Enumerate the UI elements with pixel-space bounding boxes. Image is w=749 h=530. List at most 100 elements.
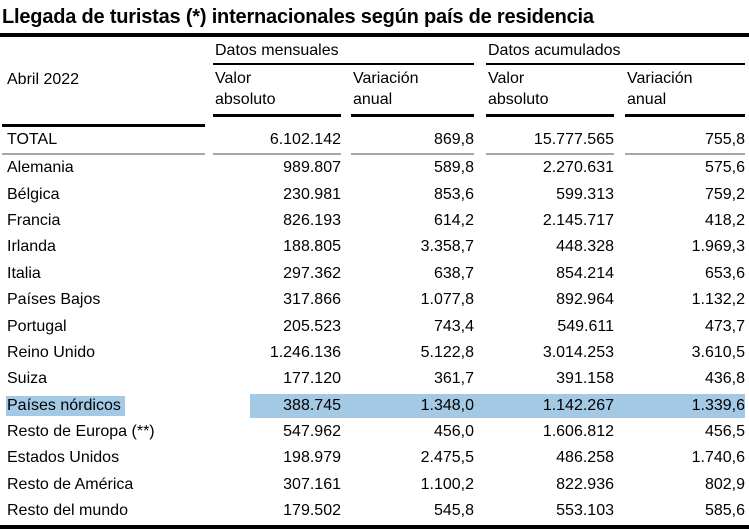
column-header-line: Variación: [627, 70, 693, 87]
table-row: Reino Unido 1.246.136 5.122,8 3.014.253 3.61…: [0, 340, 749, 366]
table-row-total: TOTAL 6.102.142 869,8 15.777.565 755,8: [0, 127, 749, 155]
row-label: Países nórdicos: [2, 393, 205, 419]
monthly-annual-variation: 614,2: [433, 211, 474, 229]
monthly-absolute-value: 6.102.142: [213, 127, 341, 155]
monthly-absolute-value: 307.161: [283, 475, 341, 493]
row-label: Resto de América: [7, 475, 134, 493]
accumulated-absolute-value: 2.270.631: [542, 159, 614, 177]
accumulated-annual-variation: 3.610,5: [691, 343, 745, 361]
monthly-annual-variation: 2.475,5: [420, 449, 474, 467]
column-header-monthly-absolute: Valor absoluto: [213, 65, 341, 117]
row-label: Portugal: [7, 317, 67, 335]
column-header-line: anual: [353, 91, 393, 108]
table-row: Resto del mundo 179.502 545,8 553.103 585,6: [0, 498, 749, 524]
period-label: Abril 2022: [2, 65, 205, 127]
column-header-line: Valor: [488, 70, 525, 87]
monthly-annual-variation: 1.077,8: [420, 291, 474, 309]
monthly-absolute-value: 1.246.136: [269, 343, 341, 361]
table-row: Irlanda 188.805 3.358,7 448.328 1.969,3: [0, 234, 749, 260]
table-row: Resto de Europa (**) 547.962 456,0 1.606.81…: [0, 419, 749, 445]
row-label: Irlanda: [7, 238, 56, 256]
column-header-accumulated-variation: Variación anual: [625, 65, 745, 117]
monthly-absolute-value: 297.362: [283, 264, 341, 282]
row-label: Suiza: [7, 370, 48, 388]
accumulated-absolute-value: 549.611: [557, 317, 614, 335]
accumulated-absolute-value: 448.328: [556, 238, 614, 256]
page-title: Llegada de turistas (*) internacionales …: [2, 6, 594, 28]
table-row: Alemania 989.807 589,8 2.270.631 575,6: [0, 155, 749, 181]
row-label: Resto del mundo: [7, 502, 128, 520]
column-header-line: absoluto: [215, 91, 276, 108]
row-highlight-band: [250, 393, 745, 418]
monthly-annual-variation: 361,7: [433, 370, 474, 388]
table-body: TOTAL 6.102.142 869,8 15.777.565 755,8 Aleman…: [0, 127, 749, 524]
accumulated-absolute-value: 599.313: [556, 185, 614, 203]
group-header-accumulated: Datos acumulados: [486, 40, 745, 65]
monthly-absolute-value: 198.979: [283, 449, 341, 467]
monthly-annual-variation: 743,4: [433, 317, 474, 335]
monthly-absolute-value: 188.805: [283, 238, 341, 256]
monthly-annual-variation: 589,8: [433, 159, 474, 177]
accumulated-annual-variation: 473,7: [704, 317, 745, 335]
table-row: Suiza 177.120 361,7 391.158 436,8: [0, 366, 749, 392]
highlighted-row-label: Países nórdicos: [6, 395, 125, 416]
table-row: Resto de América 307.161 1.100,2 822.936 802…: [0, 472, 749, 498]
accumulated-annual-variation: 1.969,3: [691, 238, 745, 256]
monthly-absolute-value: 230.981: [283, 185, 341, 203]
accumulated-annual-variation: 755,8: [625, 127, 745, 155]
accumulated-annual-variation: 456,5: [704, 423, 745, 441]
accumulated-absolute-value: 822.936: [556, 475, 614, 493]
column-header-line: Valor: [215, 70, 252, 87]
accumulated-annual-variation: 759,2: [704, 185, 745, 203]
monthly-absolute-value: 547.962: [283, 423, 341, 441]
monthly-annual-variation: 1.100,2: [420, 475, 474, 493]
accumulated-absolute-value: 3.014.253: [542, 343, 614, 361]
accumulated-annual-variation: 1.339,6: [691, 396, 745, 414]
column-header-monthly-variation: Variación anual: [351, 65, 474, 117]
column-header-line: absoluto: [488, 91, 549, 108]
table-row: Países Bajos 317.866 1.077,8 892.964 1.132,2: [0, 287, 749, 313]
table-row: Portugal 205.523 743,4 549.611 473,7: [0, 313, 749, 339]
table-row: Italia 297.362 638,7 854.214 653,6: [0, 261, 749, 287]
monthly-absolute-value: 179.502: [283, 502, 341, 520]
accumulated-absolute-value: 1.142.267: [542, 396, 614, 414]
monthly-annual-variation: 1.348,0: [420, 396, 474, 414]
accumulated-absolute-value: 486.258: [556, 449, 614, 467]
column-header-line: Variación: [353, 70, 419, 87]
row-label: Resto de Europa (**): [7, 423, 155, 441]
monthly-absolute-value: 989.807: [283, 159, 341, 177]
row-label: Estados Unidos: [7, 449, 120, 467]
accumulated-absolute-value: 391.158: [556, 370, 614, 388]
group-header-monthly: Datos mensuales: [213, 40, 474, 65]
monthly-absolute-value: 826.193: [283, 211, 341, 229]
row-label: Bélgica: [7, 185, 60, 203]
monthly-annual-variation: 638,7: [433, 264, 474, 282]
row-label: Francia: [7, 211, 61, 229]
accumulated-absolute-value: 2.145.717: [542, 211, 614, 229]
monthly-annual-variation: 5.122,8: [420, 343, 474, 361]
accumulated-annual-variation: 418,2: [704, 211, 745, 229]
table-row: Francia 826.193 614,2 2.145.717 418,2: [0, 208, 749, 234]
accumulated-annual-variation: 1.132,2: [691, 291, 745, 309]
accumulated-annual-variation: 436,8: [704, 370, 745, 388]
accumulated-absolute-value: 553.103: [556, 502, 614, 520]
monthly-annual-variation: 3.358,7: [420, 238, 474, 256]
monthly-annual-variation: 869,8: [351, 127, 474, 155]
accumulated-absolute-value: 854.214: [556, 264, 614, 282]
table-bottom-divider: [0, 525, 749, 530]
accumulated-annual-variation: 585,6: [704, 502, 745, 520]
monthly-absolute-value: 205.523: [283, 317, 341, 335]
table-row: Países nórdicos 388.745 1.348,0 1.142.267 1.…: [0, 393, 749, 419]
accumulated-annual-variation: 653,6: [704, 264, 745, 282]
row-label: Alemania: [7, 159, 74, 177]
table-header: Datos mensuales Datos acumulados Abril 2…: [0, 40, 749, 127]
row-label: TOTAL: [2, 127, 205, 155]
monthly-annual-variation: 853,6: [433, 185, 474, 203]
monthly-absolute-value: 388.745: [283, 396, 341, 414]
monthly-absolute-value: 317.866: [283, 291, 341, 309]
accumulated-absolute-value: 892.964: [556, 291, 614, 309]
row-label: Reino Unido: [7, 343, 96, 361]
monthly-annual-variation: 545,8: [433, 502, 474, 520]
accumulated-absolute-value: 15.777.565: [486, 127, 614, 155]
